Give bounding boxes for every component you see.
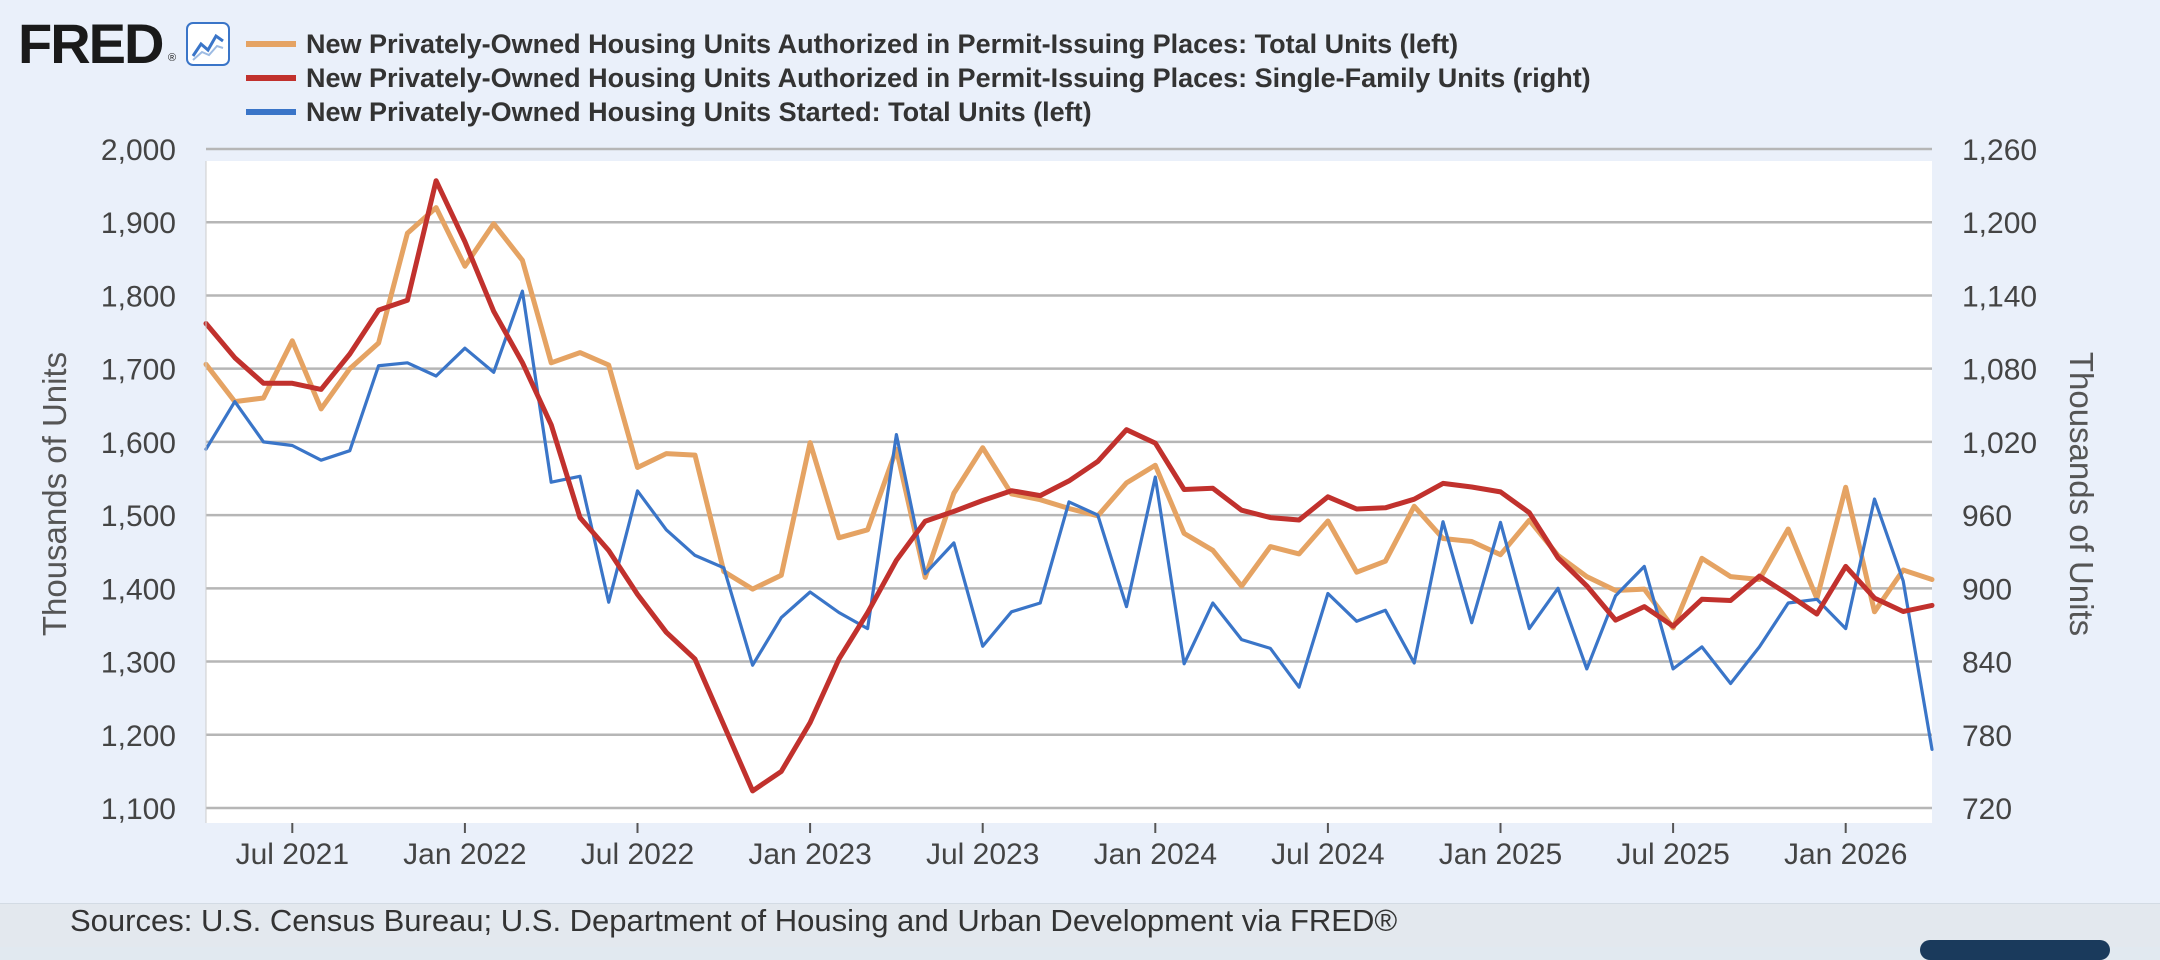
- right-axis-tick-label: 1,020: [1962, 427, 2037, 460]
- fred-logo[interactable]: FRED: [18, 12, 164, 75]
- left-axis-tick-label: 1,400: [101, 573, 176, 606]
- x-axis-tick-label: Jan 2025: [1439, 838, 1562, 871]
- left-axis-tick-label: 1,100: [101, 793, 176, 826]
- right-axis-ticks: 720 780 840 900 960 1,020 1,080 1,140 1,200 1,260: [1962, 134, 2037, 826]
- left-axis-tick-label: 1,700: [101, 354, 176, 387]
- grid-lines: [206, 147, 1932, 810]
- left-axis-tick-label: 1,600: [101, 427, 176, 460]
- left-axis-tick-label: 1,300: [101, 647, 176, 680]
- left-axis-tick-label: 1,500: [101, 500, 176, 533]
- x-axis-ticks: Jul 2021 Jan 2022 Jul 2022 Jan 2023 Jul 2023…: [236, 823, 1907, 871]
- x-axis-tick-label: Jan 2026: [1784, 838, 1907, 871]
- x-axis-tick-label: Jan 2024: [1094, 838, 1217, 871]
- legend-item-starts-total: New Privately-Owned Housing Units Starte…: [246, 95, 1092, 129]
- legend-label-starts-total: New Privately-Owned Housing Units Starte…: [306, 96, 1092, 127]
- x-axis-tick-label: Jan 2023: [748, 838, 871, 871]
- legend-label-permits-single: New Privately-Owned Housing Units Author…: [306, 62, 1591, 93]
- left-axis-tick-label: 1,800: [101, 280, 176, 313]
- x-axis-tick-label: Jul 2022: [581, 838, 694, 871]
- x-axis-tick-label: Jan 2022: [403, 838, 526, 871]
- sources-note: Sources: U.S. Census Bureau; U.S. Depart…: [70, 903, 1398, 938]
- left-axis-ticks: 1,100 1,200 1,300 1,400 1,500 1,600 1,700 1,800…: [101, 134, 176, 826]
- x-axis-tick-label: Jul 2021: [236, 838, 349, 871]
- right-axis-tick-label: 840: [1962, 647, 2012, 680]
- footer-bar: [0, 903, 2160, 947]
- right-axis-tick-label: 1,080: [1962, 354, 2037, 387]
- left-axis-tick-label: 2,000: [101, 134, 176, 167]
- right-axis-tick-label: 960: [1962, 500, 2012, 533]
- x-axis-tick-label: Jul 2023: [926, 838, 1039, 871]
- x-axis-tick-label: Jul 2025: [1616, 838, 1729, 871]
- right-axis-label: Thousands of Units: [2063, 352, 2100, 636]
- legend-item-permits-total: New Privately-Owned Housing Units Author…: [246, 27, 1458, 61]
- line-graph-icon: [186, 22, 230, 66]
- legend-swatch-starts-total: [246, 109, 296, 115]
- series-line-permits-total: [203, 205, 1935, 631]
- left-axis-tick-label: 1,200: [101, 720, 176, 753]
- right-axis-tick-label: 780: [1962, 720, 2012, 753]
- right-axis-tick-label: 900: [1962, 573, 2012, 606]
- left-axis-tick-label: 1,900: [101, 207, 176, 240]
- right-axis-tick-label: 1,260: [1962, 134, 2037, 167]
- right-axis-tick-label: 1,200: [1962, 207, 2037, 240]
- fred-registered-mark: ®: [168, 52, 177, 64]
- series-lines: [203, 178, 1935, 794]
- legend-item-permits-single: New Privately-Owned Housing Units Author…: [246, 61, 1591, 95]
- left-axis-label: Thousands of Units: [36, 352, 73, 636]
- legend-swatch-permits-total: [246, 41, 296, 47]
- legend-swatch-permits-single: [246, 75, 296, 81]
- series-line-starts-total: [204, 289, 1934, 752]
- series-line-permits-single: [203, 178, 1935, 794]
- plot-area: [206, 161, 1932, 823]
- x-axis-tick-label: Jul 2024: [1271, 838, 1384, 871]
- footer-button[interactable]: [1920, 940, 2110, 960]
- legend-label-permits-total: New Privately-Owned Housing Units Author…: [306, 28, 1459, 59]
- right-axis-tick-label: 1,140: [1962, 280, 2037, 313]
- line-chart: 1,100 1,200 1,300 1,400 1,500 1,600 1,700 1,800…: [36, 134, 2100, 871]
- right-axis-tick-label: 720: [1962, 793, 2012, 826]
